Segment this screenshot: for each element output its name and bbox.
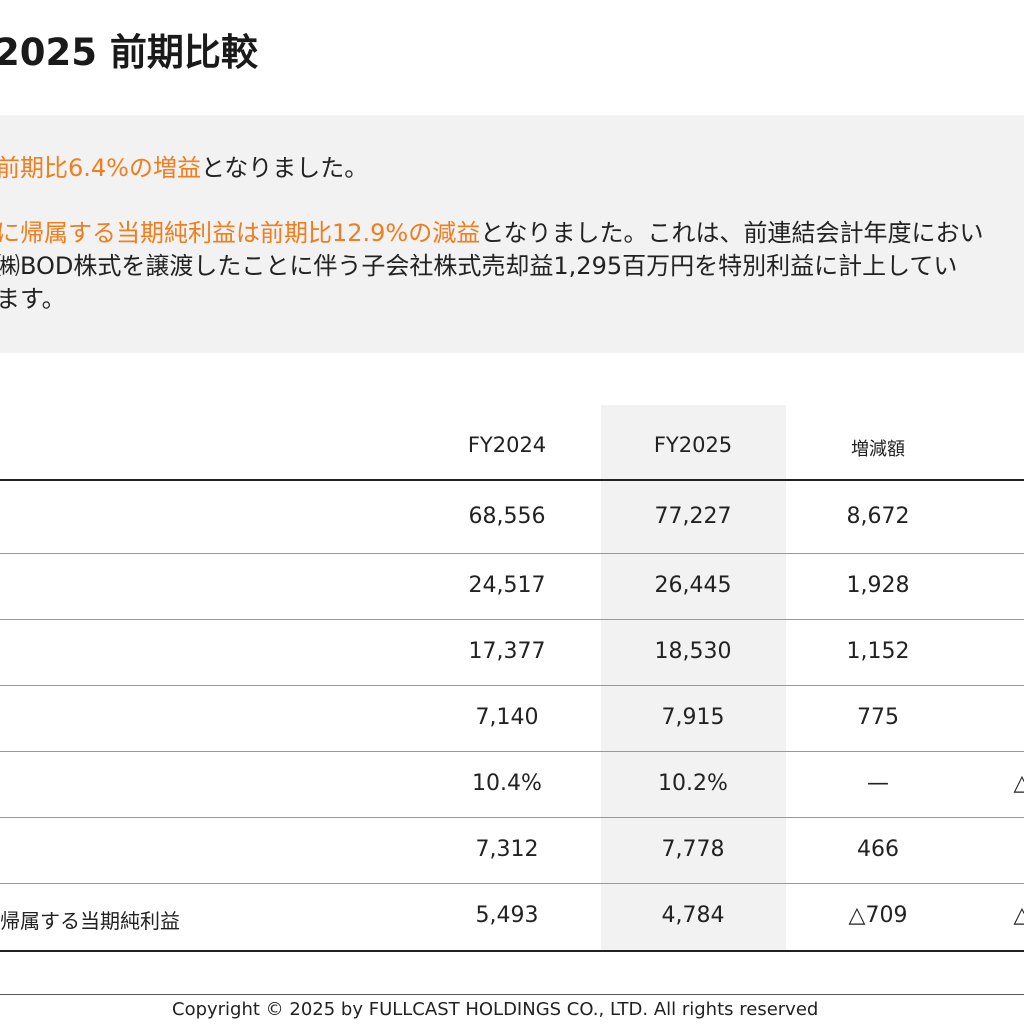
row-6-fy2025: 7,778: [661, 837, 725, 862]
summary-panel: 前期比6.4%の増益となりました。 に帰属する当期純利益は前期比12.9%の減益…: [0, 115, 1024, 353]
row-1-fy2024: 68,556: [468, 504, 546, 529]
row-divider: [0, 619, 1024, 620]
row-divider: [0, 553, 1024, 554]
row-divider: [0, 685, 1024, 686]
summary-paragraph-2: に帰属する当期純利益は前期比12.9%の減益となりました。これは、前連結会計年度…: [0, 217, 984, 316]
summary-text-2b: ㈱BOD株式を譲渡したことに伴う子会社株式売却益1,295百万円を特別利益に計上…: [0, 252, 958, 280]
header-change: 増減額: [851, 439, 905, 460]
summary-text-2c: ます。: [0, 285, 66, 313]
footer-divider: [0, 994, 1024, 995]
summary-paragraph-1: 前期比6.4%の増益となりました。: [0, 152, 368, 185]
row-2-change: 1,928: [846, 573, 910, 598]
row-1-change: 8,672: [846, 504, 910, 529]
row-7-extra: △: [1013, 903, 1024, 928]
row-divider: [0, 751, 1024, 752]
fy2025-column-highlight: [601, 405, 786, 951]
page-title: 2025 前期比較: [0, 31, 258, 74]
copyright-footer: Copyright © 2025 by FULLCAST HOLDINGS CO…: [172, 999, 819, 1020]
row-7-label: 帰属する当期純利益: [0, 909, 180, 933]
summary-highlight-2: に帰属する当期純利益は前期比12.9%の減益: [0, 219, 481, 247]
row-5-change: —: [867, 771, 889, 796]
row-2-fy2024: 24,517: [468, 573, 546, 598]
summary-highlight-1: 前期比6.4%の増益: [0, 154, 201, 182]
row-2-fy2025: 26,445: [654, 573, 732, 598]
row-divider: [0, 883, 1024, 884]
comparison-table: FY2024 FY2025 増減額 68,556 77,227 8,672 24…: [0, 405, 1024, 952]
header-fy2024: FY2024: [467, 433, 547, 457]
row-7-fy2025: 4,784: [661, 903, 725, 928]
row-5-fy2025: 10.2%: [658, 771, 728, 796]
row-3-change: 1,152: [846, 639, 910, 664]
row-1-fy2025: 77,227: [654, 504, 732, 529]
row-6-change: 466: [857, 837, 899, 862]
header-fy2025: FY2025: [653, 433, 733, 457]
row-5-extra: △: [1013, 771, 1024, 796]
summary-text-2a: となりました。これは、前連結会計年度におい: [480, 219, 984, 247]
row-3-fy2024: 17,377: [468, 639, 546, 664]
header-divider: [0, 479, 1024, 481]
summary-text-1: となりました。: [200, 154, 369, 182]
row-4-fy2024: 7,140: [475, 705, 539, 730]
row-7-change: △709: [848, 903, 908, 928]
row-3-fy2025: 18,530: [654, 639, 732, 664]
row-4-change: 775: [857, 705, 899, 730]
row-6-fy2024: 7,312: [475, 837, 539, 862]
table-bottom-border: [0, 950, 1024, 952]
row-4-fy2025: 7,915: [661, 705, 725, 730]
row-7-fy2024: 5,493: [475, 903, 539, 928]
row-divider: [0, 817, 1024, 818]
row-5-fy2024: 10.4%: [472, 771, 542, 796]
